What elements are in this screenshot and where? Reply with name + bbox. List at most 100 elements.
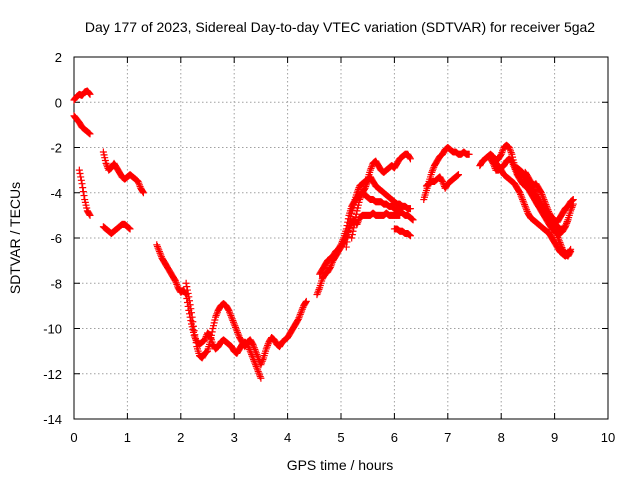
data-point [338, 239, 346, 247]
data-point [541, 199, 549, 207]
data-point [85, 89, 93, 97]
data-point [250, 342, 258, 350]
data-point [339, 236, 347, 244]
data-point [79, 188, 87, 196]
x-axis-label: GPS time / hours [287, 457, 394, 473]
data-point [345, 223, 353, 231]
x-tick-label: 2 [177, 430, 184, 445]
x-tick-label: 6 [391, 430, 398, 445]
y-tick-label: -12 [43, 367, 62, 382]
data-point [257, 361, 265, 369]
data-series-6 [182, 279, 310, 369]
data-point [139, 189, 147, 197]
data-point [429, 165, 437, 173]
data-point [498, 149, 506, 157]
data-point [184, 289, 192, 297]
data-point [313, 291, 321, 299]
data-point [187, 309, 195, 317]
data-point [85, 210, 93, 218]
data-point [314, 287, 322, 295]
data-point [543, 202, 551, 210]
data-point [348, 234, 356, 242]
data-point [519, 196, 527, 204]
data-point [540, 196, 548, 204]
data-point [518, 194, 526, 202]
data-point [234, 330, 242, 338]
data-point [201, 336, 209, 344]
data-point [499, 147, 507, 155]
data-point [561, 223, 569, 231]
data-point [516, 189, 524, 197]
data-point [465, 150, 473, 158]
data-point [506, 145, 514, 153]
data-point [522, 204, 530, 212]
data-point [192, 339, 200, 347]
data-point [505, 144, 513, 151]
data-point [567, 245, 575, 253]
data-point [352, 214, 360, 222]
data-point [542, 201, 550, 209]
data-point [346, 216, 354, 224]
data-series-0 [70, 87, 94, 104]
data-point [86, 211, 94, 219]
data-point [406, 154, 414, 162]
data-point [328, 260, 336, 268]
data-point [406, 232, 414, 240]
data-point [182, 279, 190, 287]
data-point [566, 246, 574, 254]
data-point [207, 335, 215, 343]
x-tick-label: 3 [231, 430, 238, 445]
data-point [563, 218, 571, 226]
data-point [227, 311, 235, 319]
data-point [349, 227, 357, 235]
y-tick-label: -2 [50, 141, 62, 156]
data-point [555, 235, 563, 243]
data-point [295, 314, 303, 322]
data-points [70, 87, 577, 382]
data-point [212, 311, 220, 319]
data-point [183, 283, 191, 291]
data-point [343, 238, 351, 246]
data-point [86, 90, 94, 98]
data-point [263, 343, 271, 351]
data-series-5 [153, 241, 265, 382]
data-point [135, 179, 143, 187]
y-tick-labels: 2 0 -2 -4 -6 -8 -10 -12 -14 [43, 50, 62, 427]
data-point [539, 192, 547, 200]
data-point [139, 188, 147, 196]
data-point [543, 204, 551, 212]
data-point [155, 248, 163, 256]
data-point [564, 216, 572, 224]
data-point [153, 242, 161, 250]
data-point [262, 345, 270, 353]
data-point [326, 263, 334, 271]
data-point [509, 159, 517, 167]
data-point [366, 166, 374, 174]
data-series-11 [390, 225, 414, 240]
data-point [85, 89, 93, 97]
data-point [256, 373, 264, 381]
data-point [507, 147, 515, 155]
data-point [190, 327, 198, 335]
data-point [315, 285, 323, 293]
data-point [454, 171, 462, 179]
data-point [155, 246, 163, 254]
data-point [302, 298, 310, 306]
data-point [406, 205, 414, 213]
data-point [79, 184, 87, 192]
data-point [172, 279, 180, 287]
data-point [327, 262, 335, 270]
data-point [569, 196, 577, 204]
data-point [362, 183, 370, 191]
data-point [187, 305, 195, 313]
data-point [509, 160, 517, 168]
data-point [538, 190, 546, 198]
data-point [208, 331, 216, 339]
data-point [337, 241, 345, 249]
data-point [351, 217, 359, 225]
data-point [230, 318, 238, 326]
data-series-12 [420, 144, 473, 204]
data-point [250, 344, 258, 352]
data-point [254, 367, 262, 375]
data-point [206, 338, 214, 346]
